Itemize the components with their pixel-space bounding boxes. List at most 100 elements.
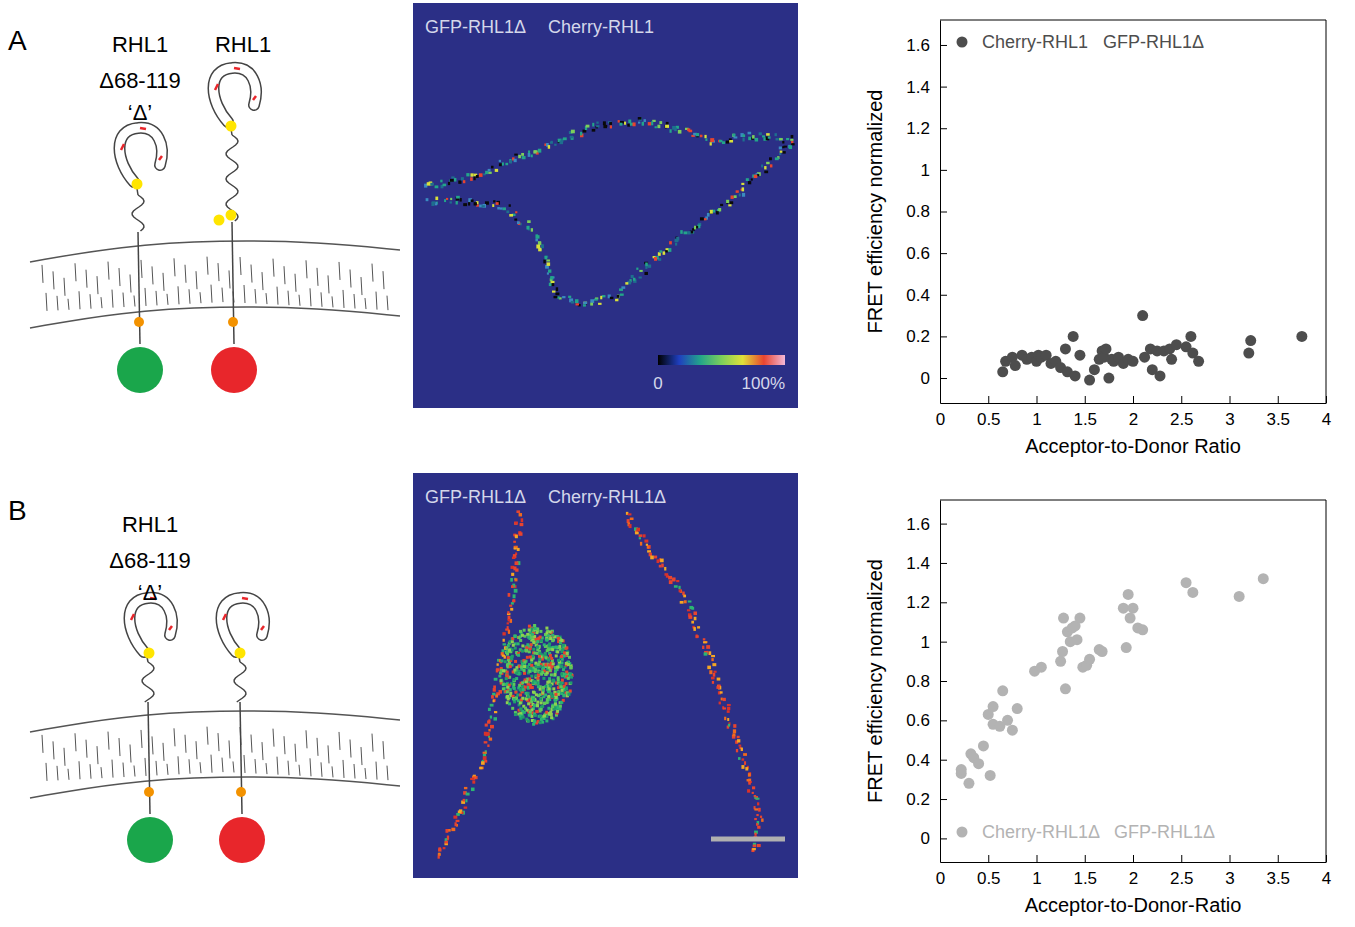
fluorescence-pixel [674,585,678,588]
membrane-lipid [185,735,186,753]
data-point [963,778,974,789]
fluorescence-pixel [710,210,713,214]
fluorescence-pixel [518,222,521,225]
head-fill [222,598,264,652]
fluorescence-pixel [672,577,675,581]
fluorescence-pixel [562,694,565,697]
diagram-label: ‘Δ’ [128,100,152,125]
fluorescence-pixel [776,138,779,140]
fluorescence-pixel [513,541,516,543]
fluorescence-pixel [545,638,548,641]
fluorescence-pixel [474,202,477,205]
membrane-lipid [90,294,91,309]
fluorescence-pixel [567,693,570,696]
fluorescence-pixel [517,221,520,224]
fluorescence-pixel [556,710,559,713]
fluorescence-pixel [549,669,552,672]
fluorescence-pixel [526,226,529,230]
fluorescence-pixel [536,640,539,643]
plot-frame [1326,20,1327,403]
fluorescence-pixel [560,655,563,658]
fluorescence-pixel [514,546,516,549]
fluorescence-pixel [559,686,562,689]
micrograph-background [413,3,798,408]
fluorescence-pixel [536,646,539,649]
fluorescence-pixel [514,578,517,581]
membrane-lipid [288,761,289,776]
fluorescence-pixel [569,682,572,685]
data-point [1123,589,1134,600]
fluorescence-pixel [506,695,509,698]
fluorescence-pixel [512,678,515,681]
tick-label: 3 [1225,869,1234,888]
fluorescence-pixel [507,611,509,614]
membrane-lipid [163,273,164,291]
data-point [1070,370,1081,381]
fluorescence-pixel [554,693,557,696]
data-point [1084,654,1095,665]
fluorescence-pixel [737,736,740,738]
tick: 1.4 [906,554,947,573]
fluorescence-pixel [519,630,522,633]
tick: 0.6 [906,711,947,730]
fluorescence-pixel [522,716,525,719]
fluorescence-pixel [509,159,511,163]
fluorescence-pixel [783,146,786,148]
membrane-lipid [244,755,245,773]
fluorescence-pixel [553,296,557,298]
fluorescence-pixel [532,648,535,651]
membrane-lipid [207,257,208,275]
tick-label: 0.5 [977,410,1001,429]
fluorescence-pixel [536,244,540,248]
fluorescence-pixel [790,139,793,141]
fluorescence-pixel [719,702,721,705]
tick: 3 [1225,855,1234,888]
fluorescence-pixel [644,272,647,275]
fluorescence-pixel [708,651,711,655]
fluorescence-pixel [534,681,537,684]
fluorescence-pixel [509,214,513,217]
fluorescence-pixel [633,122,636,126]
fluorescence-pixel [505,647,508,650]
fluorescence-pixel [465,799,467,802]
fluorescence-pixel [519,701,522,704]
fluorescence-pixel [548,712,551,715]
diagram: RHL1Δ68-119‘Δ’RHL1 [30,32,400,393]
membrane-lipid [145,288,146,306]
data-point [1296,331,1307,342]
membrane-lipid [273,259,274,277]
fluorescence-pixel [541,691,544,694]
membrane-lipid [152,736,153,754]
data-point [1243,348,1254,359]
tick: 2 [1129,855,1138,888]
fluorescence-pixel [514,691,517,694]
membrane-lipid [79,291,80,309]
membrane-lipid [86,270,87,288]
fluorescence-pixel [530,715,533,718]
fluorescence-pixel [726,201,728,205]
fluorescence-pixel [733,724,736,728]
tick-mark [1326,396,1327,403]
diagram-label: RHL1 [122,512,178,537]
fluorescence-pixel [513,698,516,701]
fluorescence-pixel [511,602,514,604]
fluorescence-pixel [713,673,716,677]
fluorescence-pixel [615,299,618,302]
membrane-lipid [211,285,212,303]
fluorescence-pixel [456,820,460,822]
fluorescence-pixel [654,257,657,261]
fluorescence-pixel [782,141,784,144]
fluorescence-pixel [527,226,530,230]
fluorescence-pixel [549,637,552,640]
tick: 3.5 [1266,855,1290,888]
data-point [1128,603,1139,614]
fluorescence-pixel [561,650,564,653]
head-mark [140,128,146,129]
fluorescence-pixel [493,688,496,692]
fluorescence-pixel [450,198,452,200]
fluorescence-pixel [519,688,522,691]
tick-mark [940,336,947,337]
fluorescence-pixel [729,140,733,143]
fluorescence-pixel [527,636,530,639]
fluorescence-pixel [635,532,639,535]
